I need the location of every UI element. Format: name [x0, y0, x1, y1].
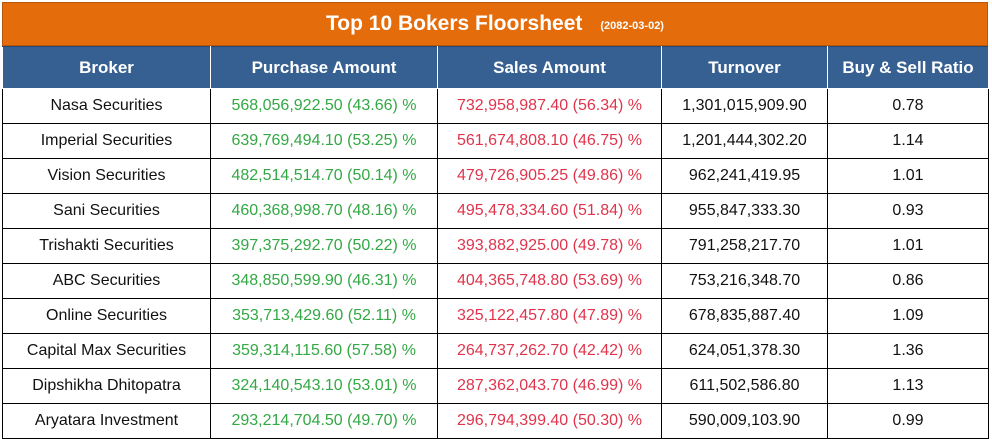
table-row: Imperial Securities 639,769,494.10 (53.25…	[2, 123, 989, 159]
buy-sell-ratio-cell: 0.99	[827, 403, 989, 439]
purchase-amount-cell: 348,850,599.90 (46.31) %	[210, 263, 438, 299]
turnover-cell: 678,835,887.40	[661, 298, 828, 334]
purchase-amount-cell: 639,769,494.10 (53.25) %	[210, 123, 438, 159]
floorsheet-table: Broker Purchase Amount Sales Amount Turn…	[2, 46, 989, 439]
purchase-amount-cell: 460,368,998.70 (48.16) %	[210, 193, 438, 229]
sales-amount-cell: 495,478,334.60 (51.84) %	[437, 193, 662, 229]
buy-sell-ratio-cell: 0.78	[827, 88, 989, 124]
turnover-cell: 611,502,586.80	[661, 368, 828, 404]
broker-cell: Trishakti Securities	[2, 228, 211, 264]
turnover-cell: 1,201,444,302.20	[661, 123, 828, 159]
column-header-purchase: Purchase Amount	[210, 46, 438, 89]
sales-amount-cell: 287,362,043.70 (46.99) %	[437, 368, 662, 404]
sales-amount-cell: 404,365,748.80 (53.69) %	[437, 263, 662, 299]
buy-sell-ratio-cell: 1.14	[827, 123, 989, 159]
column-header-ratio: Buy & Sell Ratio	[827, 46, 989, 89]
broker-cell: Sani Securities	[2, 193, 211, 229]
sales-amount-cell: 561,674,808.10 (46.75) %	[437, 123, 662, 159]
sales-amount-cell: 264,737,262.70 (42.42) %	[437, 333, 662, 369]
broker-cell: Aryatara Investment	[2, 403, 211, 439]
turnover-cell: 590,009,103.90	[661, 403, 828, 439]
purchase-amount-cell: 324,140,543.10 (53.01) %	[210, 368, 438, 404]
sales-amount-cell: 393,882,925.00 (49.78) %	[437, 228, 662, 264]
turnover-cell: 753,216,348.70	[661, 263, 828, 299]
table-row: Sani Securities 460,368,998.70 (48.16) % 4…	[2, 193, 989, 229]
turnover-cell: 791,258,217.70	[661, 228, 828, 264]
broker-cell: Capital Max Securities	[2, 333, 211, 369]
table-row: Trishakti Securities 397,375,292.70 (50.2…	[2, 228, 989, 264]
table-row: Vision Securities 482,514,514.70 (50.14) …	[2, 158, 989, 194]
broker-cell: Vision Securities	[2, 158, 211, 194]
broker-cell: Nasa Securities	[2, 88, 211, 124]
table-row: Nasa Securities 568,056,922.50 (43.66) % 7…	[2, 88, 989, 124]
table-row: Aryatara Investment 293,214,704.50 (49.70…	[2, 403, 989, 439]
title-bar: Top 10 Bokers Floorsheet (2082-03-02)	[2, 2, 988, 46]
buy-sell-ratio-cell: 1.01	[827, 158, 989, 194]
buy-sell-ratio-cell: 1.36	[827, 333, 989, 369]
purchase-amount-cell: 293,214,704.50 (49.70) %	[210, 403, 438, 439]
page-title: Top 10 Bokers Floorsheet	[326, 12, 583, 35]
turnover-cell: 962,241,419.95	[661, 158, 828, 194]
broker-cell: Online Securities	[2, 298, 211, 334]
broker-cell: Imperial Securities	[2, 123, 211, 159]
table-row: ABC Securities 348,850,599.90 (46.31) % 40…	[2, 263, 989, 299]
buy-sell-ratio-cell: 1.09	[827, 298, 989, 334]
sales-amount-cell: 732,958,987.40 (56.34) %	[437, 88, 662, 124]
purchase-amount-cell: 568,056,922.50 (43.66) %	[210, 88, 438, 124]
purchase-amount-cell: 482,514,514.70 (50.14) %	[210, 158, 438, 194]
turnover-cell: 624,051,378.30	[661, 333, 828, 369]
column-header-turnover: Turnover	[661, 46, 828, 89]
sales-amount-cell: 325,122,457.80 (47.89) %	[437, 298, 662, 334]
broker-cell: ABC Securities	[2, 263, 211, 299]
column-header-broker: Broker	[2, 46, 211, 89]
turnover-cell: 1,301,015,909.90	[661, 88, 828, 124]
turnover-cell: 955,847,333.30	[661, 193, 828, 229]
sales-amount-cell: 479,726,905.25 (49.86) %	[437, 158, 662, 194]
title-date: (2082-03-02)	[600, 20, 664, 32]
purchase-amount-cell: 353,713,429.60 (52.11) %	[210, 298, 438, 334]
broker-cell: Dipshikha Dhitopatra	[2, 368, 211, 404]
buy-sell-ratio-cell: 1.01	[827, 228, 989, 264]
table-row: Dipshikha Dhitopatra 324,140,543.10 (53.0…	[2, 368, 989, 404]
table-row: Capital Max Securities 359,314,115.60 (57…	[2, 333, 989, 369]
buy-sell-ratio-cell: 0.86	[827, 263, 989, 299]
purchase-amount-cell: 397,375,292.70 (50.22) %	[210, 228, 438, 264]
buy-sell-ratio-cell: 1.13	[827, 368, 989, 404]
column-header-sales: Sales Amount	[437, 46, 662, 89]
buy-sell-ratio-cell: 0.93	[827, 193, 989, 229]
table-row: Online Securities 353,713,429.60 (52.11) …	[2, 298, 989, 334]
sales-amount-cell: 296,794,399.40 (50.30) %	[437, 403, 662, 439]
purchase-amount-cell: 359,314,115.60 (57.58) %	[210, 333, 438, 369]
table-header-row: Broker Purchase Amount Sales Amount Turn…	[2, 46, 989, 89]
